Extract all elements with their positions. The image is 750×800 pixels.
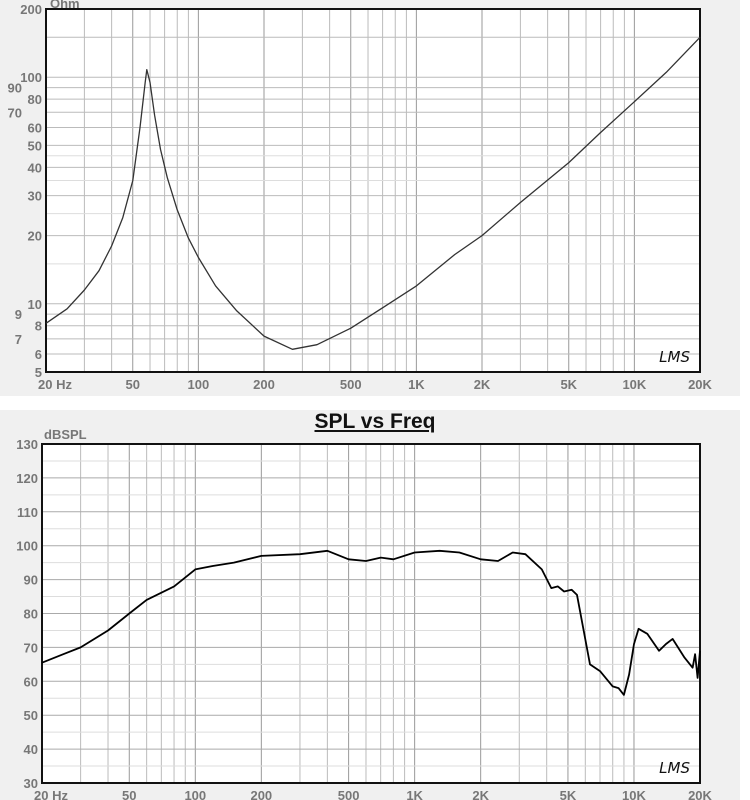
y-tick-label: 90 [8,81,22,96]
y-tick-label: 120 [16,471,38,486]
lms-watermark: LMS [659,348,690,366]
x-tick-label: 100 [184,788,206,800]
y-tick-label: 80 [28,92,42,107]
y-tick-label: 40 [24,742,38,757]
x-tick-label: 50 [126,377,140,392]
y-tick-label: 80 [24,607,38,622]
x-tick-label: 2K [472,788,489,800]
x-tick-label: 200 [253,377,275,392]
x-tick-label: 500 [338,788,360,800]
y-tick-label: 6 [35,347,42,362]
spl-chart-title: SPL vs Freq [314,410,436,433]
x-tick-label: 10K [622,377,646,392]
y-axis-label: dBSPL [44,427,87,442]
y-tick-label: 7 [15,332,22,347]
x-tick-label: 1K [408,377,425,392]
y-tick-label: 60 [24,674,38,689]
y-tick-label: 30 [28,189,42,204]
x-tick-label: 20 Hz [38,377,72,392]
y-tick-label: 50 [24,708,38,723]
x-tick-label: 500 [340,377,362,392]
y-tick-label: 8 [35,319,42,334]
y-tick-label: 60 [28,120,42,135]
plot-border [45,8,701,373]
y-tick-label: 200 [20,2,42,17]
y-tick-label: 130 [16,437,38,452]
y-tick-label: 100 [20,70,42,85]
lms-watermark: LMS [659,759,690,777]
y-tick-label: 10 [28,297,42,312]
y-tick-label: 40 [28,160,42,175]
y-tick-label: 20 [28,229,42,244]
x-tick-label: 20 Hz [34,788,68,800]
y-tick-label: 90 [24,573,38,588]
x-tick-label: 200 [250,788,272,800]
y-tick-label: 100 [16,539,38,554]
plot-area [46,9,700,372]
x-tick-label: 2K [474,377,491,392]
y-tick-label: 9 [15,307,22,322]
x-tick-label: 5K [560,788,577,800]
x-tick-label: 100 [188,377,210,392]
x-tick-label: 20K [688,377,712,392]
y-tick-label: 5 [35,365,42,380]
y-tick-label: 30 [24,776,38,791]
x-tick-label: 50 [122,788,136,800]
x-tick-label: 1K [406,788,423,800]
y-tick-label: 50 [28,138,42,153]
plot-border [41,443,701,784]
y-tick-label: 110 [17,505,38,520]
y-tick-label: 70 [24,640,38,655]
x-tick-label: 10K [622,788,646,800]
y-axis-label: Ohm [50,0,80,11]
y-tick-label: 70 [8,105,22,120]
x-tick-label: 20K [688,788,712,800]
x-tick-label: 5K [560,377,577,392]
